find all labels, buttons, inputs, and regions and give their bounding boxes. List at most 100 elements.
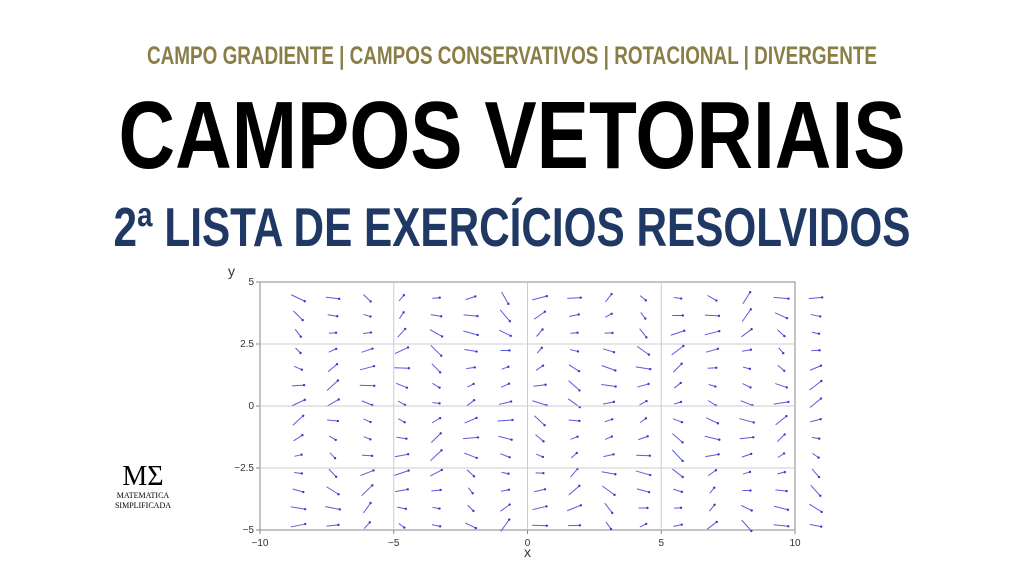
arrow xyxy=(568,364,580,372)
logo-text: SIMPLIFICADA xyxy=(115,501,171,510)
arrow-head xyxy=(748,470,752,474)
arrow xyxy=(636,488,650,493)
arrow xyxy=(775,383,787,388)
arrow-head xyxy=(337,523,340,527)
y-tick-label: 0 xyxy=(248,401,254,412)
arrow xyxy=(604,502,613,514)
arrow xyxy=(292,415,304,426)
arrow-head xyxy=(715,299,718,302)
arrow xyxy=(294,454,302,457)
arrow-head xyxy=(508,349,511,352)
arrow-head xyxy=(648,473,652,477)
arrow xyxy=(534,415,545,426)
arrow-head xyxy=(403,403,407,407)
arrow xyxy=(500,383,510,388)
arrow-head xyxy=(783,334,786,338)
arrow-head xyxy=(334,475,338,479)
arrow-head xyxy=(748,291,752,294)
arrow-head xyxy=(407,469,410,472)
arrow xyxy=(533,488,546,493)
arrow xyxy=(500,519,510,532)
arrow xyxy=(464,348,477,353)
arrow xyxy=(432,297,440,299)
arrow xyxy=(673,296,682,300)
arrow-head xyxy=(302,383,306,387)
arrow-head xyxy=(336,379,340,382)
arrow xyxy=(707,469,717,477)
arrow xyxy=(605,313,612,318)
arrow xyxy=(773,296,789,300)
arrow xyxy=(741,453,752,458)
arrow xyxy=(363,332,371,334)
vector-field xyxy=(290,291,824,533)
arrow-head xyxy=(472,475,476,478)
arrow xyxy=(567,297,581,299)
arrow-head xyxy=(783,470,786,474)
arrow-head xyxy=(508,320,512,323)
arrow xyxy=(500,453,510,458)
arrow xyxy=(777,471,785,475)
arrow-head xyxy=(541,328,544,331)
arrow xyxy=(810,484,821,497)
arrow xyxy=(568,380,580,391)
arrow-head xyxy=(785,489,788,493)
arrow xyxy=(672,433,683,443)
arrow-head xyxy=(475,416,478,420)
arrow-head xyxy=(303,300,306,303)
arrow xyxy=(740,400,753,406)
arrow xyxy=(638,435,648,441)
arrow xyxy=(604,418,613,423)
arrow xyxy=(294,328,302,338)
arrow xyxy=(742,291,751,305)
arrow-head xyxy=(782,351,785,355)
arrow xyxy=(640,312,646,319)
arrow xyxy=(808,296,823,300)
arrow-head xyxy=(543,310,547,313)
arrow-head xyxy=(406,488,409,491)
arrow xyxy=(777,453,785,458)
arrow-head xyxy=(337,398,340,401)
arrow xyxy=(566,504,582,512)
arrow xyxy=(359,365,375,371)
arrow xyxy=(326,486,339,495)
arrow-head xyxy=(440,315,443,318)
arrow-head xyxy=(369,501,372,505)
arrow-head xyxy=(576,331,579,334)
arrow-head xyxy=(578,405,581,409)
arrow-head xyxy=(299,351,302,355)
arrow-head xyxy=(545,294,548,298)
arrow-head xyxy=(644,522,648,526)
arrow xyxy=(397,400,406,406)
arrow xyxy=(535,365,544,371)
arrow xyxy=(293,434,303,442)
arrow-head xyxy=(680,490,684,494)
arrow-head xyxy=(507,365,510,369)
arrow-head xyxy=(750,327,753,331)
arrow-head xyxy=(713,503,716,506)
arrow-head xyxy=(476,314,479,318)
arrow-head xyxy=(750,509,753,512)
arrow-head xyxy=(404,507,408,511)
arrow-head xyxy=(748,367,752,371)
arrow xyxy=(812,452,819,459)
arrow xyxy=(431,524,441,527)
arrow xyxy=(294,472,302,474)
arrow-head xyxy=(818,315,822,318)
arrow xyxy=(429,329,443,337)
arrow-head xyxy=(646,506,649,510)
arrow-head xyxy=(578,524,582,527)
arrow-head xyxy=(749,386,752,389)
arrow xyxy=(328,348,337,353)
x-tick-label: 10 xyxy=(789,538,801,549)
arrow-head xyxy=(680,362,683,365)
arrow xyxy=(363,521,371,530)
arrow-head xyxy=(369,331,373,334)
arrow xyxy=(773,401,789,405)
arrow xyxy=(601,383,616,388)
arrow xyxy=(290,506,306,510)
arrow-head xyxy=(438,296,441,299)
arrow xyxy=(604,436,613,440)
arrow xyxy=(532,505,547,511)
arrow-head xyxy=(647,353,651,356)
arrow-head xyxy=(679,400,683,404)
